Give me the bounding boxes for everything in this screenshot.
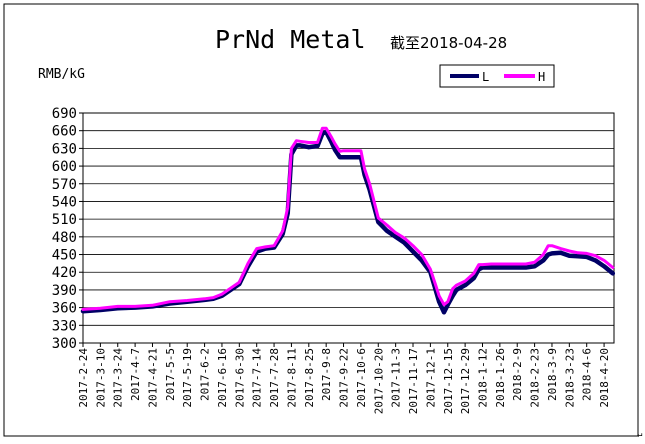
plot-area	[82, 112, 615, 344]
x-tick-label: 2017-3-10	[94, 348, 107, 408]
x-tick-label: 2018-2-23	[529, 348, 542, 408]
x-tick-label: 2017-4-21	[146, 348, 159, 408]
x-tick-label: 2018-2-9	[511, 348, 524, 401]
chart-title: PrNd Metal	[215, 25, 366, 54]
x-tick-label: 2018-4-20	[598, 348, 611, 408]
x-tick-label: 2017-12-15	[442, 348, 455, 414]
x-tick-label: 2017-8-11	[285, 348, 298, 408]
y-tick-label: 360	[52, 301, 77, 317]
y-tick-label: 300	[52, 336, 77, 352]
y-tick-label: 540	[52, 194, 77, 210]
x-tick-label: 2017-3-24	[112, 348, 125, 408]
x-tick-label: 2017-10-6	[355, 348, 368, 408]
legend-label-l: L	[482, 70, 489, 84]
x-tick-label: 2017-4-7	[129, 348, 142, 401]
x-tick-label: 2017-12-1	[424, 348, 437, 408]
x-tick-label: 2017-10-20	[372, 348, 385, 414]
x-tick-label: 2018-4-6	[581, 348, 594, 401]
x-axis-ticks: 2017-2-24 2017-3-10 2017-3-24 2017-4-7 2017-…	[77, 343, 611, 414]
x-tick-label: 2017-6-30	[233, 348, 246, 408]
x-tick-label: 2017-7-28	[268, 348, 281, 408]
y-axis-ticks: 3003303603904204504805105405706006306606…	[52, 106, 83, 352]
x-tick-label: 2018-1-12	[476, 348, 489, 408]
y-tick-label: 450	[52, 248, 77, 264]
chart-subtitle: 截至2018-04-28	[390, 34, 507, 52]
y-tick-label: 420	[52, 265, 77, 281]
x-tick-label: 2017-12-29	[459, 348, 472, 414]
y-tick-label: 480	[52, 230, 77, 246]
x-tick-label: 2017-8-25	[303, 348, 316, 408]
legend: L H	[439, 64, 555, 88]
y-tick-label: 330	[52, 318, 77, 334]
x-tick-label: 2017-11-3	[390, 348, 403, 408]
x-tick-label: 2017-2-24	[77, 348, 90, 408]
y-tick-label: 570	[52, 177, 77, 193]
y-tick-label: 600	[52, 159, 77, 175]
x-tick-label: 2017-5-5	[164, 348, 177, 401]
x-tick-label: 2017-7-14	[251, 348, 264, 408]
y-tick-label: 510	[52, 212, 77, 228]
y-tick-label: 630	[52, 141, 77, 157]
y-tick-label: 690	[52, 106, 77, 122]
x-tick-label: 2017-11-17	[407, 348, 420, 414]
y-tick-label: 660	[52, 124, 77, 140]
series-layer	[80, 126, 616, 315]
corner-mark: ↵	[637, 430, 642, 440]
legend-box	[439, 64, 555, 88]
x-tick-label: 2018-3-23	[563, 348, 576, 408]
x-tick-label: 2018-1-26	[494, 348, 507, 408]
x-tick-label: 2018-3-9	[546, 348, 559, 401]
y-tick-label: 390	[52, 283, 77, 299]
x-tick-label: 2017-6-16	[216, 348, 229, 408]
x-tick-label: 2017-6-2	[199, 348, 212, 401]
x-tick-label: 2017-9-8	[320, 348, 333, 401]
x-tick-label: 2017-5-19	[181, 348, 194, 408]
gridlines	[83, 130, 614, 326]
series-line-h	[81, 126, 615, 311]
legend-label-h: H	[538, 70, 545, 84]
y-axis-label: RMB/kG	[38, 67, 85, 82]
x-tick-label: 2017-9-22	[338, 348, 351, 408]
